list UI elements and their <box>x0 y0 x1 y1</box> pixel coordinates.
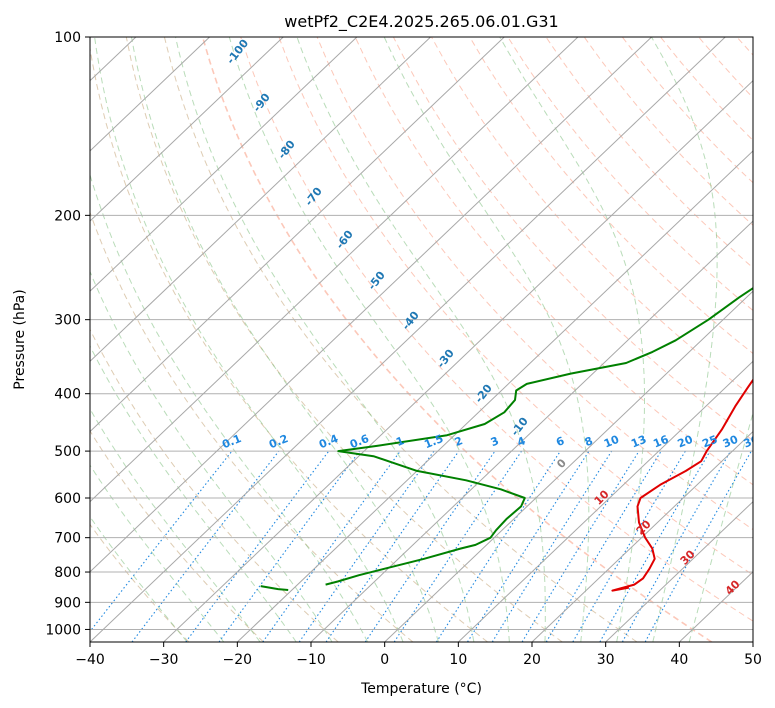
moist-adiabat-line <box>228 37 510 642</box>
mixing-ratio-line <box>218 450 361 642</box>
isotherm-gridline <box>236 150 753 642</box>
profile-line <box>325 286 753 586</box>
dry-adiabat-line <box>163 37 638 642</box>
pressure-gridlines <box>90 37 753 630</box>
moist-adiabat-line <box>90 464 225 642</box>
mixing-ratio-label: 3 <box>489 434 501 449</box>
dry-adiabat-line <box>431 37 753 398</box>
dry-adiabat-line <box>507 37 753 312</box>
profile-line <box>611 378 753 592</box>
mixing-ratio-line <box>364 450 496 642</box>
mixing-ratio-label: 20 <box>676 433 695 451</box>
profile-line <box>260 585 289 591</box>
mixing-ratio-label: 30 <box>721 433 740 451</box>
dry-adiabat-line <box>240 37 753 622</box>
moist-adiabat-line <box>688 411 753 642</box>
dry-adiabat-line <box>278 37 753 576</box>
x-tick-label: 40 <box>670 652 688 668</box>
y-tick-label: 400 <box>54 387 81 403</box>
x-tick-label: −10 <box>296 652 326 668</box>
moist-adiabat-line <box>90 173 369 642</box>
plot-frame <box>89 36 754 643</box>
isotherm-gridline <box>90 37 505 433</box>
moist-adiabat-line <box>296 37 546 642</box>
mixing-ratio-line <box>298 450 435 642</box>
moist-adiabat-line <box>90 516 188 642</box>
x-axis-label: Temperature (°C) <box>360 681 482 697</box>
mixing-ratio-label: 8 <box>583 434 595 449</box>
y-tick-label: 900 <box>54 595 81 611</box>
isotherm-gridline <box>90 37 358 292</box>
mixing-ratio-line <box>435 450 561 642</box>
dry-adiabat-line <box>125 37 563 642</box>
mixing-ratio-line <box>467 450 590 642</box>
x-tick-label: 20 <box>523 652 541 668</box>
isotherm-gridline <box>457 360 753 642</box>
x-tick-label: −20 <box>223 652 253 668</box>
x-tick-label: −40 <box>75 652 105 668</box>
mixing-ratio-line <box>262 450 401 642</box>
isotherm-gridline <box>163 80 753 642</box>
mixing-ratio-label: 36 <box>742 433 761 451</box>
x-axis: −40 −30 −20 −10 0 10 20 30 40 50 <box>75 642 762 668</box>
plot-background <box>90 37 753 642</box>
mixing-ratio-label: 1 <box>394 434 406 449</box>
y-axis: 100 200 300 400 500 600 700 800 900 1000 <box>45 30 90 638</box>
moist-adiabat-line <box>90 408 261 642</box>
mixing-ratio-label: 13 <box>629 433 648 451</box>
x-tick-label: 50 <box>744 652 762 668</box>
mixing-ratio-lines <box>90 450 752 642</box>
dry-adiabat-line <box>90 328 339 642</box>
y-tick-label: 1000 <box>45 622 81 638</box>
mixing-ratio-label: 2 <box>453 434 465 449</box>
moist-adiabat-line <box>651 37 718 642</box>
isotherm-gridline <box>384 290 753 642</box>
isotherm-gridline <box>531 430 753 642</box>
isotherm-gridline <box>90 37 210 152</box>
y-tick-label: 700 <box>54 531 81 547</box>
isotherm-gridline <box>310 220 753 642</box>
isotherm-gridline <box>90 37 431 363</box>
mixing-ratio-line <box>621 450 732 642</box>
mixing-ratio-label: 25 <box>700 433 719 451</box>
isotherm-gridline <box>90 37 284 222</box>
x-tick-label: 30 <box>597 652 615 668</box>
isotherm-gridline <box>90 37 726 642</box>
y-tick-label: 600 <box>54 491 81 507</box>
y-tick-label: 100 <box>54 30 81 46</box>
isotherm-gridlines <box>90 37 753 642</box>
x-tick-label: −30 <box>149 652 179 668</box>
isotherm-gridline <box>90 37 652 573</box>
dry-adiabat-line <box>469 37 753 355</box>
x-tick-label: 10 <box>449 652 467 668</box>
mixing-ratio-line <box>325 450 460 642</box>
profile-series <box>260 286 753 592</box>
dry-adiabat-line <box>392 37 753 442</box>
dry-adiabat-line <box>90 45 488 642</box>
mixing-ratio-label: 16 <box>651 433 670 451</box>
isotherm-gridline <box>605 500 753 642</box>
x-tick-label: 0 <box>380 652 389 668</box>
moist-adiabat-line <box>175 37 475 642</box>
moist-adiabat-line <box>131 37 439 642</box>
isotherm-gridline <box>90 37 579 503</box>
moist-adiabat-line <box>90 344 297 642</box>
moist-adiabat-line <box>383 37 590 642</box>
y-axis-label: Pressure (hPa) <box>12 289 28 389</box>
mixing-ratio-label: 10 <box>602 433 621 451</box>
mixing-ratio-line <box>521 450 640 642</box>
moist-adiabat-line <box>94 37 404 642</box>
y-tick-label: 300 <box>54 313 81 329</box>
mixing-ratio-line <box>185 450 330 642</box>
dry-adiabat-line <box>354 37 753 486</box>
y-tick-label: 800 <box>54 565 81 581</box>
moist-adiabat-line <box>90 270 333 642</box>
y-tick-label: 500 <box>54 444 81 460</box>
y-tick-label: 200 <box>54 208 81 224</box>
chart-title: wetPf2_C2E4.2025.265.06.01.G31 <box>284 12 558 32</box>
